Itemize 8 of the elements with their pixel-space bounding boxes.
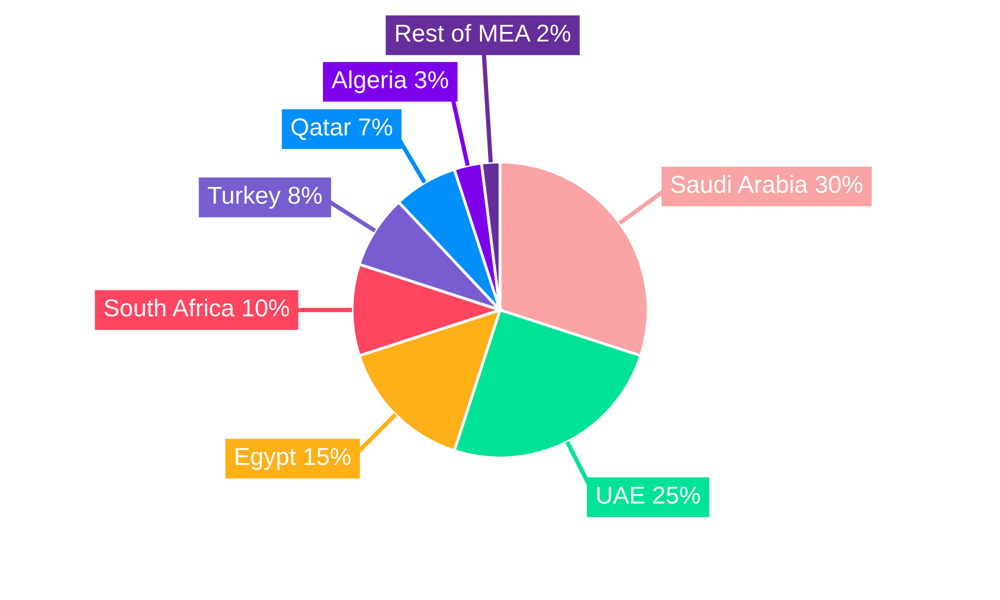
slice-label: Qatar 7% [292, 118, 392, 140]
slice-label: Turkey 8% [208, 186, 322, 209]
slice-label: South Africa 10% [104, 298, 289, 317]
slice-label: Algeria 3% [332, 70, 448, 94]
slice-label: UAE 25% [597, 486, 700, 504]
slice-label: Egypt 15% [236, 448, 351, 470]
slice-label: Saudi Arabia 30% [671, 175, 862, 193]
slice-label: Rest of MEA 2% [396, 24, 570, 42]
